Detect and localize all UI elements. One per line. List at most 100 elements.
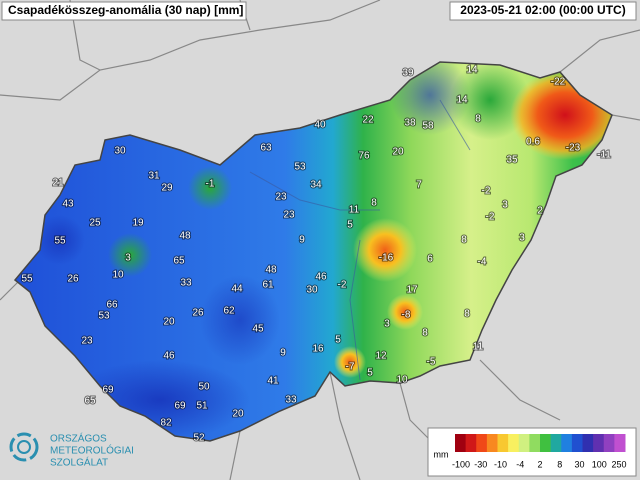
station-value: 44 bbox=[231, 284, 243, 295]
logo: ORSZÁGOS METEOROLÓGIAI SZOLGÁLAT bbox=[9, 432, 134, 469]
station-value: -2 bbox=[338, 280, 347, 291]
station-value: 82 bbox=[160, 418, 172, 429]
station-value: -11 bbox=[597, 150, 611, 161]
station-value: 26 bbox=[192, 308, 204, 319]
station-value: 20 bbox=[392, 147, 404, 158]
station-value: 5 bbox=[367, 368, 373, 379]
station-value: 33 bbox=[285, 395, 297, 406]
colorbar-step bbox=[593, 434, 605, 452]
legend-label: 2 bbox=[537, 459, 542, 469]
station-value: 53 bbox=[294, 162, 306, 173]
station-value: 14 bbox=[456, 95, 468, 106]
logo-line: ORSZÁGOS bbox=[50, 432, 107, 445]
station-value: 61 bbox=[262, 280, 274, 291]
station-value: 46 bbox=[315, 272, 327, 283]
station-value: 23 bbox=[275, 192, 287, 203]
station-value: 53 bbox=[98, 311, 110, 322]
station-value: 10 bbox=[112, 270, 124, 281]
colorbar-step bbox=[518, 434, 530, 452]
station-value: 25 bbox=[89, 218, 101, 229]
station-value: 17 bbox=[406, 285, 418, 296]
station-value: 3 bbox=[502, 200, 508, 211]
colorbar-step bbox=[529, 434, 541, 452]
colorbar-step bbox=[550, 434, 562, 452]
legend-label: 8 bbox=[557, 459, 562, 469]
station-value: 48 bbox=[265, 265, 277, 276]
station-value: 3 bbox=[519, 233, 525, 244]
station-value: 23 bbox=[81, 336, 93, 347]
timestamp: 2023-05-21 02:00 (00:00 UTC) bbox=[460, 3, 625, 17]
colorbar-step bbox=[571, 434, 583, 452]
station-value: 43 bbox=[62, 199, 74, 210]
title: Csapadékösszeg-anomália (30 nap) [mm] bbox=[8, 3, 243, 17]
station-value: 45 bbox=[252, 324, 264, 335]
station-value: 6 bbox=[427, 254, 433, 265]
station-value: 3 bbox=[125, 253, 131, 264]
station-value: 11 bbox=[349, 205, 360, 216]
station-value: 16 bbox=[312, 344, 324, 355]
legend-label: 100 bbox=[592, 459, 607, 469]
station-value: 8 bbox=[464, 309, 470, 320]
station-value: 69 bbox=[102, 385, 114, 396]
station-value: -1 bbox=[206, 179, 215, 190]
station-value: 29 bbox=[161, 183, 173, 194]
colorbar-step bbox=[540, 434, 552, 452]
station-value: 63 bbox=[260, 143, 272, 154]
legend-label: -10 bbox=[494, 459, 507, 469]
station-value: -8 bbox=[402, 310, 411, 321]
legend-label: 250 bbox=[611, 459, 626, 469]
colorbar-step bbox=[614, 434, 626, 452]
colorbar-step bbox=[465, 434, 477, 452]
station-value: 8 bbox=[461, 235, 467, 246]
station-value: 9 bbox=[299, 235, 305, 246]
legend-label: -100 bbox=[452, 459, 470, 469]
station-value: 40 bbox=[314, 120, 326, 131]
colorbar-step bbox=[582, 434, 594, 452]
station-value: 51 bbox=[196, 401, 208, 412]
station-value: 5 bbox=[347, 220, 353, 231]
station-value: 46 bbox=[163, 351, 175, 362]
station-value: 22 bbox=[362, 115, 374, 126]
colorbar-step bbox=[497, 434, 509, 452]
station-value: 58 bbox=[422, 121, 434, 132]
logo-line: SZOLGÁLAT bbox=[50, 456, 108, 469]
station-value: 48 bbox=[179, 231, 191, 242]
station-value: 8 bbox=[475, 114, 481, 125]
station-value: 2 bbox=[537, 206, 543, 217]
legend-label: -30 bbox=[474, 459, 487, 469]
legend-unit: mm bbox=[434, 449, 449, 459]
station-value: 35 bbox=[506, 155, 518, 166]
station-value: 0.6 bbox=[526, 137, 540, 148]
colorbar-step bbox=[486, 434, 498, 452]
station-value: 12 bbox=[375, 351, 387, 362]
station-value: 30 bbox=[114, 146, 126, 157]
station-value: 69 bbox=[174, 401, 186, 412]
station-value: 19 bbox=[132, 218, 144, 229]
station-value: 55 bbox=[21, 274, 33, 285]
station-value: 10 bbox=[396, 375, 408, 386]
station-value: 20 bbox=[232, 409, 244, 420]
title-box bbox=[1, 1, 247, 21]
station-value: 7 bbox=[416, 180, 422, 191]
station-value: -16 bbox=[379, 253, 394, 264]
station-value: 3 bbox=[384, 319, 390, 330]
colorbar-step bbox=[603, 434, 615, 452]
logo-line: METEOROLÓGIAI bbox=[50, 444, 134, 457]
station-value: 21 bbox=[52, 178, 64, 189]
station-value: 14 bbox=[466, 65, 478, 76]
station-value: 5 bbox=[335, 335, 341, 346]
colorbar-step bbox=[561, 434, 573, 452]
station-value: 26 bbox=[67, 274, 79, 285]
station-value: 50 bbox=[198, 382, 210, 393]
colorbar-step bbox=[455, 434, 467, 452]
station-value: 8 bbox=[371, 198, 377, 209]
station-value: 34 bbox=[310, 180, 322, 191]
station-value: -22 bbox=[551, 77, 566, 88]
station-value: 55 bbox=[54, 236, 66, 247]
country-border bbox=[13, 61, 613, 442]
station-value: 39 bbox=[402, 68, 414, 79]
station-value: 11 bbox=[473, 342, 484, 353]
station-value: 65 bbox=[84, 396, 96, 407]
station-value: 52 bbox=[193, 433, 205, 444]
